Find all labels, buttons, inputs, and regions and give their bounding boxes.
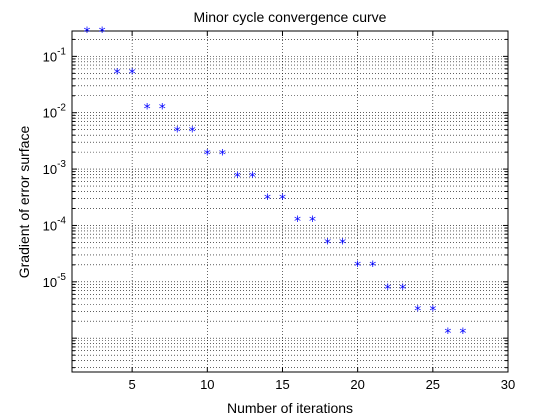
x-tick-label: 5	[129, 377, 136, 392]
x-tick-label: 15	[275, 377, 289, 392]
y-tick-label-exponent: -2	[57, 103, 66, 114]
data-point-marker: *	[459, 326, 466, 342]
data-point-marker: *	[339, 236, 346, 252]
y-tick-label-base: 10	[43, 275, 57, 290]
y-tick-label-base: 10	[43, 162, 57, 177]
y-tick-label: 10-1	[43, 46, 67, 64]
chart-title: Minor cycle convergence curve	[194, 9, 387, 25]
grid	[72, 31, 508, 372]
y-tick-label: 10-2	[43, 103, 67, 121]
data-point-marker: *	[249, 170, 256, 186]
data-point-marker: *	[189, 125, 196, 141]
y-tick-label: 10-5	[43, 272, 67, 290]
data-point-marker: *	[144, 101, 151, 117]
data-points: * * * * * * * * * * * * * * * * * * * * * * * * * *	[84, 25, 467, 342]
data-point-marker: *	[414, 304, 421, 320]
y-tick-label-exponent: -3	[57, 159, 66, 170]
y-tick-label-base: 10	[43, 49, 57, 64]
data-point-marker: *	[174, 125, 181, 141]
data-point-marker: *	[84, 25, 91, 41]
x-tick-label: 20	[350, 377, 364, 392]
y-tick-label-base: 10	[43, 218, 57, 233]
y-tick-label-exponent: -1	[57, 46, 66, 57]
data-point-marker: *	[129, 66, 136, 82]
data-point-marker: *	[234, 170, 241, 186]
y-axis-title: Gradient of error surface	[16, 126, 32, 279]
data-point-marker: *	[114, 66, 121, 82]
x-tick-label: 25	[426, 377, 440, 392]
data-point-marker: *	[354, 259, 361, 275]
y-tick-label-base: 10	[43, 106, 57, 121]
data-point-marker: *	[444, 326, 451, 342]
data-point-marker: *	[429, 304, 436, 320]
data-point-marker: *	[324, 236, 331, 252]
plot-area-frame	[71, 30, 509, 373]
x-tick-label: 30	[501, 377, 515, 392]
data-point-marker: *	[369, 259, 376, 275]
data-point-marker: *	[294, 214, 301, 230]
data-point-marker: *	[219, 147, 226, 163]
y-tick-label: 10-3	[43, 159, 67, 177]
y-tick-label-exponent: -4	[57, 215, 66, 226]
data-point-marker: *	[264, 192, 271, 208]
axis-ticks	[72, 31, 509, 372]
y-tick-label-exponent: -5	[57, 272, 66, 283]
x-axis-title: Number of iterations	[227, 400, 353, 416]
data-point-marker: *	[159, 101, 166, 117]
data-point-marker: *	[279, 192, 286, 208]
data-point-marker: *	[309, 214, 316, 230]
y-tick-labels: 10-110-210-310-410-5	[43, 46, 67, 289]
data-point-marker: *	[384, 282, 391, 298]
x-tick-labels: 5 10 15 20 25 30	[129, 377, 516, 392]
x-tick-label: 10	[200, 377, 214, 392]
data-point-marker: *	[204, 147, 211, 163]
data-point-marker: *	[399, 282, 406, 298]
data-point-marker: *	[99, 25, 106, 41]
y-tick-label: 10-4	[43, 215, 67, 233]
